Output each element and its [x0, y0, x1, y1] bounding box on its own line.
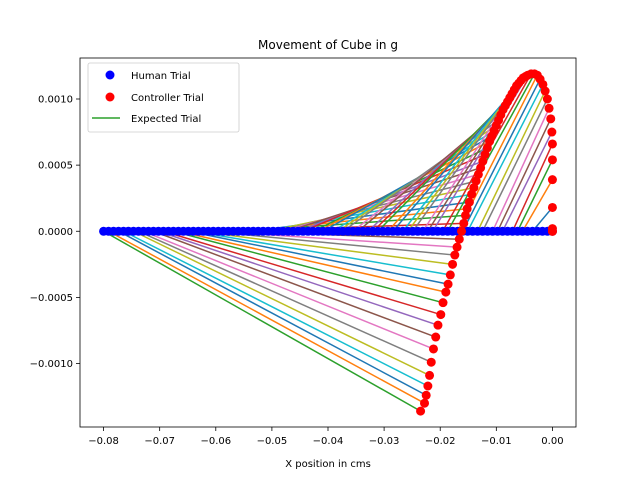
- controller-trial-point: [544, 103, 554, 113]
- x-tick-label: −0.02: [425, 436, 456, 447]
- expected-trial-line: [158, 230, 439, 326]
- x-tick-label: −0.03: [369, 436, 400, 447]
- expected-trial-line: [322, 135, 493, 232]
- controller-trial-point: [547, 139, 557, 149]
- controller-trial-point: [423, 381, 433, 391]
- expected-trial-line: [501, 131, 553, 232]
- controller-trial-point: [459, 218, 469, 228]
- legend-box: [87, 62, 240, 133]
- expected-trial-line: [163, 230, 441, 316]
- expected-trial-line: [496, 118, 552, 232]
- expected-trial-line: [516, 159, 554, 232]
- x-tick-label: 0.00: [541, 436, 563, 447]
- expected-trial-line: [193, 230, 451, 276]
- controller-trial-point: [448, 259, 458, 269]
- controller-trial-point: [445, 270, 455, 280]
- legend-marker-human-trial: [105, 70, 115, 80]
- y-tick-label: 0.0010: [38, 95, 73, 106]
- expected-trial-line: [481, 98, 549, 232]
- controller-trial-point: [547, 175, 557, 185]
- controller-trial-point: [443, 279, 453, 289]
- controller-trial-point: [433, 320, 443, 330]
- controller-trial-point: [547, 127, 557, 137]
- expected-trial-line: [521, 179, 554, 232]
- human-trial-points: [99, 226, 557, 236]
- expected-trial-line: [118, 230, 427, 396]
- expected-trial-line: [108, 230, 425, 404]
- chart-title: Movement of Cube in g: [258, 38, 398, 52]
- controller-trial-point: [438, 298, 448, 308]
- controller-trial-point: [464, 197, 474, 207]
- expected-trial-line: [188, 230, 449, 285]
- expected-trial-line: [476, 90, 546, 232]
- x-tick-label: −0.05: [257, 436, 288, 447]
- expected-trial-line: [138, 230, 432, 363]
- controller-trial-point: [421, 390, 431, 400]
- x-tick-label: −0.08: [88, 436, 119, 447]
- legend: Human Trial Controller Trial Expected Tr…: [87, 62, 240, 133]
- expected-trial-line: [103, 230, 421, 412]
- expected-trial-line: [491, 107, 550, 232]
- x-tick-label: −0.04: [313, 436, 344, 447]
- controller-trial-point: [416, 406, 426, 416]
- expected-trial-line: [198, 230, 453, 266]
- expected-trial-line: [447, 73, 536, 232]
- controller-trial-point: [542, 94, 552, 104]
- legend-label-human-trial: Human Trial: [131, 71, 191, 82]
- controller-trial-point: [428, 344, 438, 354]
- expected-trial-line: [133, 230, 430, 377]
- x-tick-label: −0.07: [144, 436, 175, 447]
- expected-trial-line: [402, 85, 518, 232]
- controller-trial-point: [425, 370, 435, 380]
- controller-trial-point: [450, 250, 460, 260]
- expected-trial-lines: [103, 73, 554, 412]
- controller-trial-point: [431, 332, 441, 342]
- y-tick-label: 0.0000: [38, 227, 73, 238]
- expected-trial-line: [143, 230, 434, 350]
- legend-label-controller-trial: Controller Trial: [131, 93, 204, 104]
- controller-trial-point: [540, 86, 550, 96]
- expected-trial-line: [153, 230, 436, 338]
- controller-trial-point: [457, 226, 467, 236]
- x-tick-label: −0.06: [200, 436, 231, 447]
- controller-trial-point: [420, 398, 430, 408]
- x-axis-label: X position in cms: [285, 459, 371, 470]
- controller-trial-point: [547, 202, 557, 212]
- controller-trial-point: [547, 155, 557, 165]
- expected-trial-line: [178, 230, 446, 293]
- legend-marker-controller-trial: [105, 92, 115, 102]
- expected-trial-line: [123, 230, 429, 387]
- x-tick-label: −0.01: [481, 436, 512, 447]
- y-axis-ticks: −0.0010 −0.0005 0.0000 0.0005 0.0010: [30, 95, 80, 370]
- expected-trial-line: [173, 230, 444, 304]
- controller-trial-point: [546, 114, 556, 124]
- controller-trial-point: [547, 226, 557, 236]
- expected-trial-line: [461, 78, 541, 232]
- controller-trial-point: [436, 310, 446, 320]
- y-tick-label: 0.0005: [38, 161, 73, 172]
- y-tick-label: −0.0005: [30, 293, 73, 304]
- controller-trial-point: [441, 287, 451, 297]
- controller-trial-point: [452, 242, 462, 252]
- controller-trial-point: [454, 234, 464, 244]
- y-tick-label: −0.0010: [30, 359, 73, 370]
- expected-trial-line: [466, 84, 544, 232]
- controller-trial-points: [416, 69, 557, 416]
- legend-label-expected-trial: Expected Trial: [131, 114, 201, 125]
- controller-trial-point: [426, 357, 436, 367]
- x-axis-ticks: −0.08 −0.07 −0.06 −0.05 −0.04 −0.03 −0.02 −0.01…: [88, 427, 564, 447]
- expected-trial-line: [511, 143, 554, 232]
